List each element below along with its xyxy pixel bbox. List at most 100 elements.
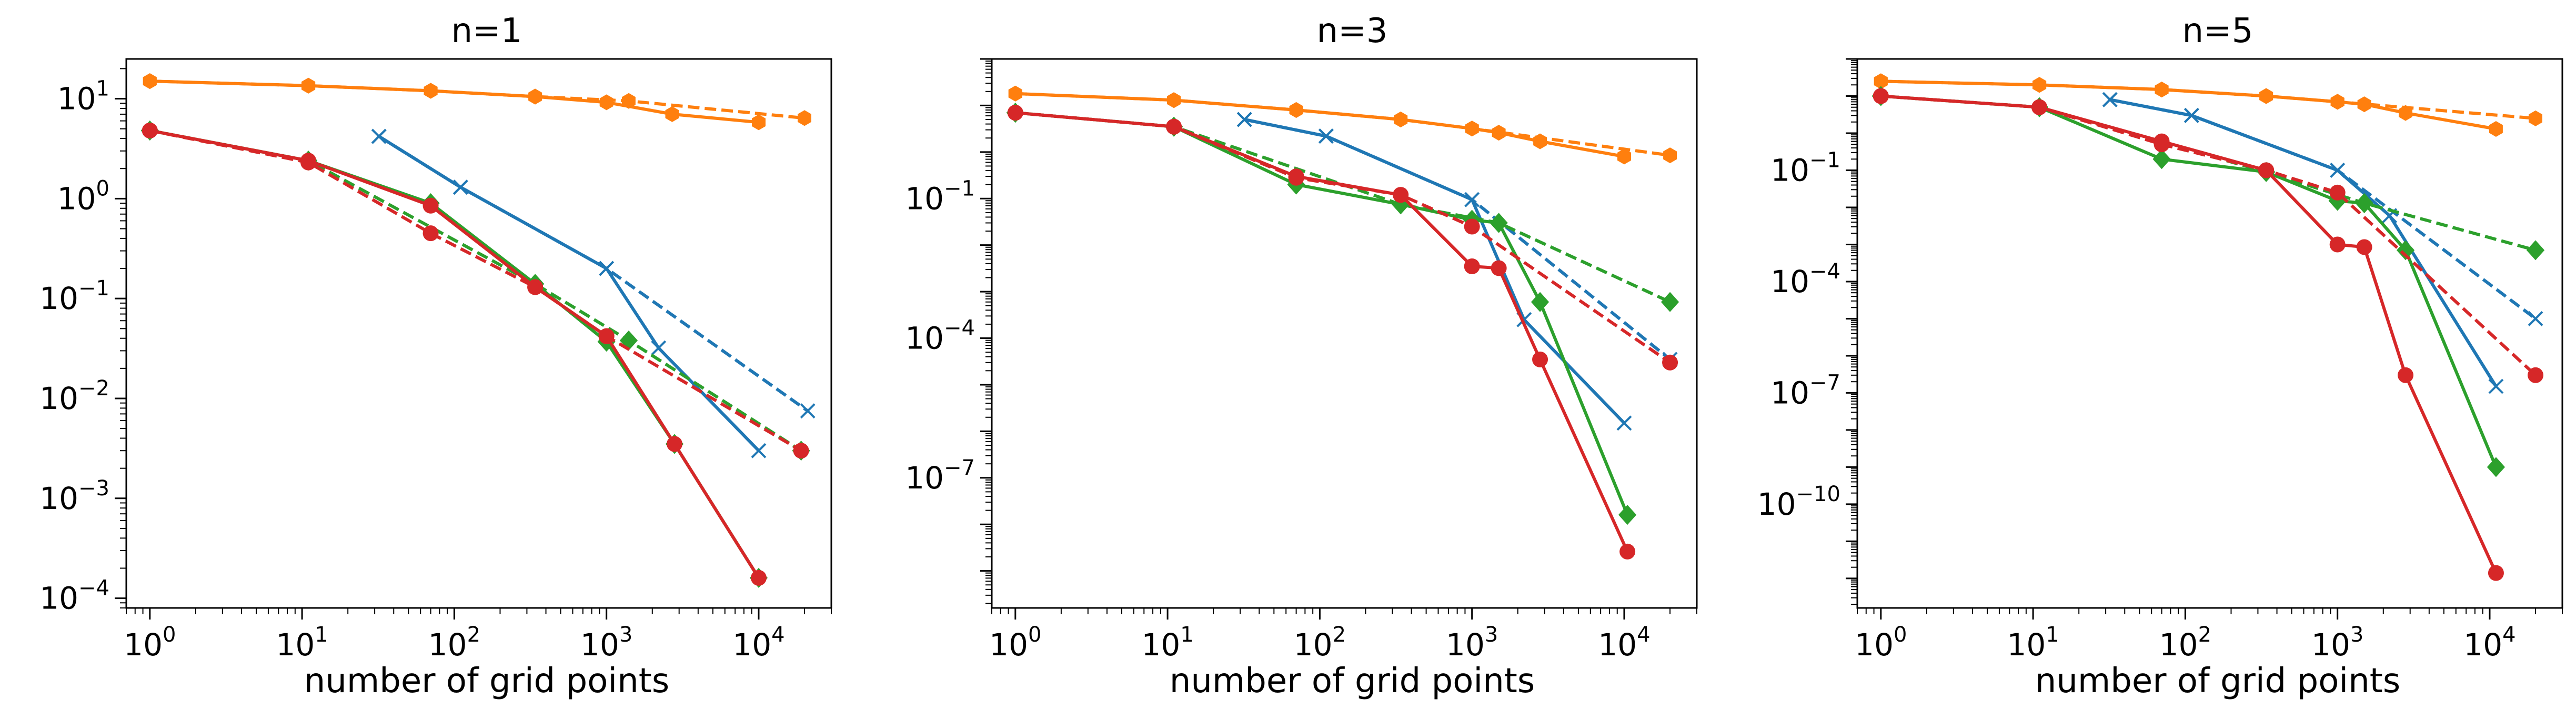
data-point: [599, 261, 615, 276]
data-point: [2329, 236, 2346, 253]
data-point: [665, 106, 679, 122]
series-line: [149, 129, 802, 452]
x-tick-label: 101: [276, 623, 328, 663]
data-point: [1008, 85, 1022, 102]
data-point: [1874, 73, 1888, 89]
data-point: [300, 154, 317, 171]
x-tick-label: 104: [2463, 623, 2515, 663]
data-point: [798, 110, 811, 126]
data-point: [1663, 147, 1677, 164]
data-point: [2488, 565, 2504, 581]
data-point: [452, 179, 468, 195]
data-point: [2489, 121, 2503, 137]
subplot-n3: n=3 number of grid points 100 101 102 103 10…: [905, 12, 1698, 701]
subplot-title: n=5: [2182, 12, 2253, 51]
data-point: [2032, 77, 2047, 93]
series-line: [1880, 79, 2536, 120]
data-point: [1464, 258, 1480, 274]
data-point: [1662, 354, 1678, 371]
series-line: [149, 129, 760, 579]
data-point: [2330, 163, 2346, 178]
data-point: [1492, 125, 1506, 141]
data-point: [2102, 92, 2118, 107]
data-point: [422, 225, 439, 242]
data-point: [599, 94, 613, 111]
data-point: [422, 197, 439, 214]
data-point: [1167, 92, 1181, 108]
data-point: [793, 443, 809, 459]
x-axis-label: number of grid points: [2035, 662, 2400, 701]
subplot-title: n=1: [451, 12, 522, 51]
data-point: [1465, 121, 1479, 137]
y-tick-label: 10−4: [1770, 259, 1840, 299]
subplot-title: n=3: [1317, 12, 1388, 51]
data-point: [527, 279, 544, 295]
x-tick-label: 103: [2311, 623, 2363, 663]
y-tick-label: 10−1: [905, 176, 975, 216]
data-point: [2398, 367, 2414, 383]
data-point: [301, 77, 316, 94]
data-point: [651, 340, 667, 356]
x-tick-label: 102: [1294, 623, 1346, 663]
x-tick-label: 100: [124, 623, 176, 663]
x-tick-label: 104: [732, 623, 784, 663]
data-point: [424, 83, 438, 99]
data-point: [1393, 187, 1409, 203]
y-tick-label: 10−2: [39, 376, 109, 416]
y-tick-label: 10−4: [905, 316, 975, 356]
axes-frame: [125, 58, 832, 609]
x-axis-label: number of grid points: [304, 662, 669, 701]
data-point: [1491, 260, 1507, 276]
series-line: [149, 129, 802, 452]
x-axis-label: number of grid points: [1170, 662, 1535, 701]
data-point: [1531, 292, 1549, 312]
data-point: [752, 114, 766, 131]
x-tick-label: 102: [2159, 623, 2211, 663]
y-tick-label: 10−7: [1770, 371, 1840, 411]
data-point: [2259, 88, 2273, 104]
series-line: [149, 79, 805, 120]
data-point: [2329, 184, 2346, 201]
data-point: [1533, 133, 1547, 149]
series-line: [1015, 92, 1671, 157]
series-line: [1015, 111, 1629, 553]
y-tick-label: 101: [57, 77, 109, 117]
data-point: [2396, 240, 2415, 261]
data-point: [751, 443, 767, 458]
data-point: [2154, 136, 2170, 153]
data-point: [1532, 351, 1548, 367]
y-tick-label: 10−4: [39, 576, 109, 616]
y-tick-label: 10−1: [1770, 148, 1840, 188]
data-point: [2528, 367, 2544, 383]
data-point: [1007, 105, 1023, 121]
data-point: [1464, 218, 1480, 235]
series-line: [378, 135, 760, 452]
data-point: [1166, 118, 1182, 135]
data-point: [2183, 107, 2199, 123]
x-tick-label: 103: [1446, 623, 1498, 663]
data-point: [2526, 240, 2545, 261]
data-point: [2152, 149, 2171, 169]
data-point: [1464, 192, 1480, 207]
data-point: [528, 88, 542, 105]
series-line: [1880, 94, 2537, 377]
y-tick-label: 10−3: [39, 476, 109, 516]
data-point: [2487, 457, 2505, 477]
data-point: [1618, 505, 1637, 525]
data-point: [1661, 292, 1679, 312]
data-point: [750, 570, 767, 586]
series-line: [378, 135, 809, 413]
data-point: [1616, 415, 1632, 431]
data-point: [598, 328, 615, 344]
data-point: [1873, 88, 1889, 104]
data-point: [1394, 112, 1408, 127]
series-line: [1244, 118, 1671, 361]
series-line: [1880, 94, 2498, 574]
series-line: [2109, 98, 2537, 320]
data-point: [1490, 213, 1508, 233]
data-point: [2357, 96, 2371, 113]
data-point: [1236, 112, 1252, 127]
data-point: [800, 403, 816, 419]
series-line: [1880, 94, 2498, 468]
